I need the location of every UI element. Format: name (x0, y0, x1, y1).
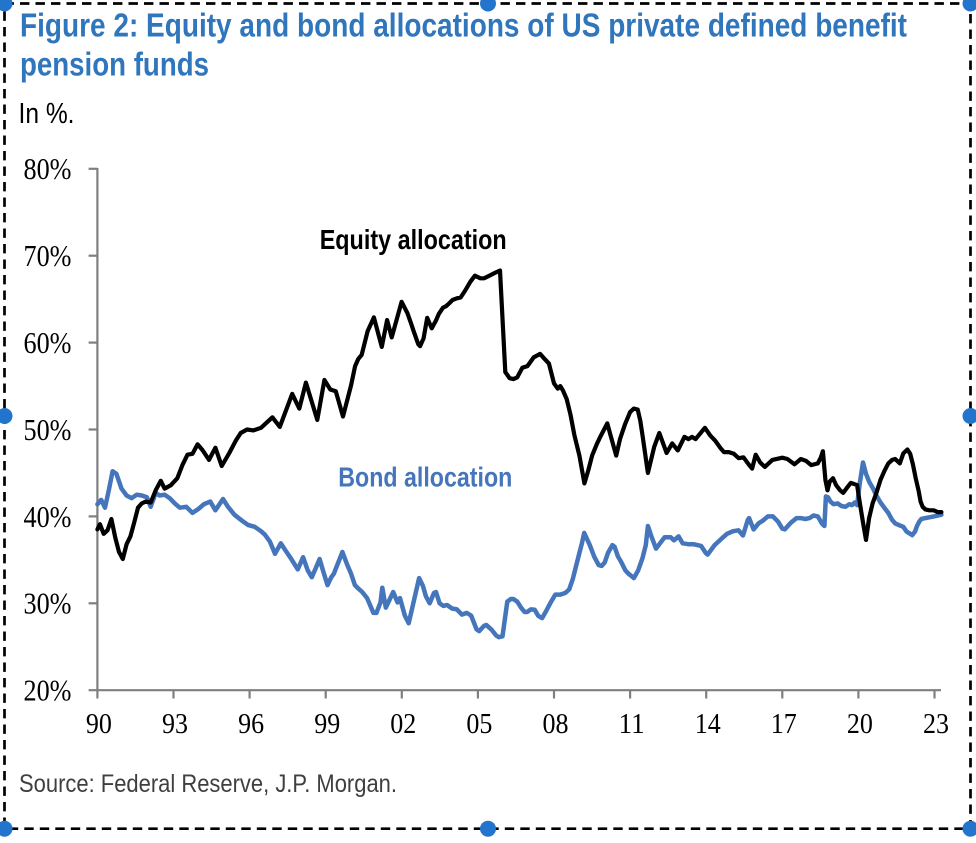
svg-text:23: 23 (923, 709, 949, 740)
svg-text:In %.: In %. (19, 98, 75, 130)
svg-text:Bond allocation: Bond allocation (338, 462, 512, 493)
svg-text:14: 14 (695, 709, 721, 740)
svg-text:17: 17 (771, 709, 797, 740)
svg-text:11: 11 (619, 709, 645, 740)
svg-text:Figure 2: Equity and bond allo: Figure 2: Equity and bond allocations of… (20, 7, 907, 44)
svg-text:93: 93 (162, 709, 188, 740)
svg-text:50%: 50% (24, 412, 72, 447)
svg-text:90: 90 (86, 709, 112, 740)
svg-text:60%: 60% (24, 325, 72, 360)
svg-text:Equity allocation: Equity allocation (320, 224, 507, 255)
svg-text:20%: 20% (24, 673, 72, 708)
svg-text:pension funds: pension funds (20, 46, 209, 83)
svg-text:99: 99 (314, 709, 340, 740)
svg-text:05: 05 (466, 709, 492, 740)
svg-text:70%: 70% (24, 238, 72, 273)
svg-text:20: 20 (847, 709, 873, 740)
svg-text:80%: 80% (24, 151, 72, 186)
svg-text:02: 02 (390, 709, 416, 740)
svg-text:08: 08 (543, 709, 569, 740)
svg-text:30%: 30% (24, 586, 72, 621)
svg-text:40%: 40% (24, 499, 72, 534)
svg-text:Source: Federal Reserve, J.P.: Source: Federal Reserve, J.P. Morgan. (19, 770, 397, 798)
svg-text:96: 96 (238, 709, 264, 740)
